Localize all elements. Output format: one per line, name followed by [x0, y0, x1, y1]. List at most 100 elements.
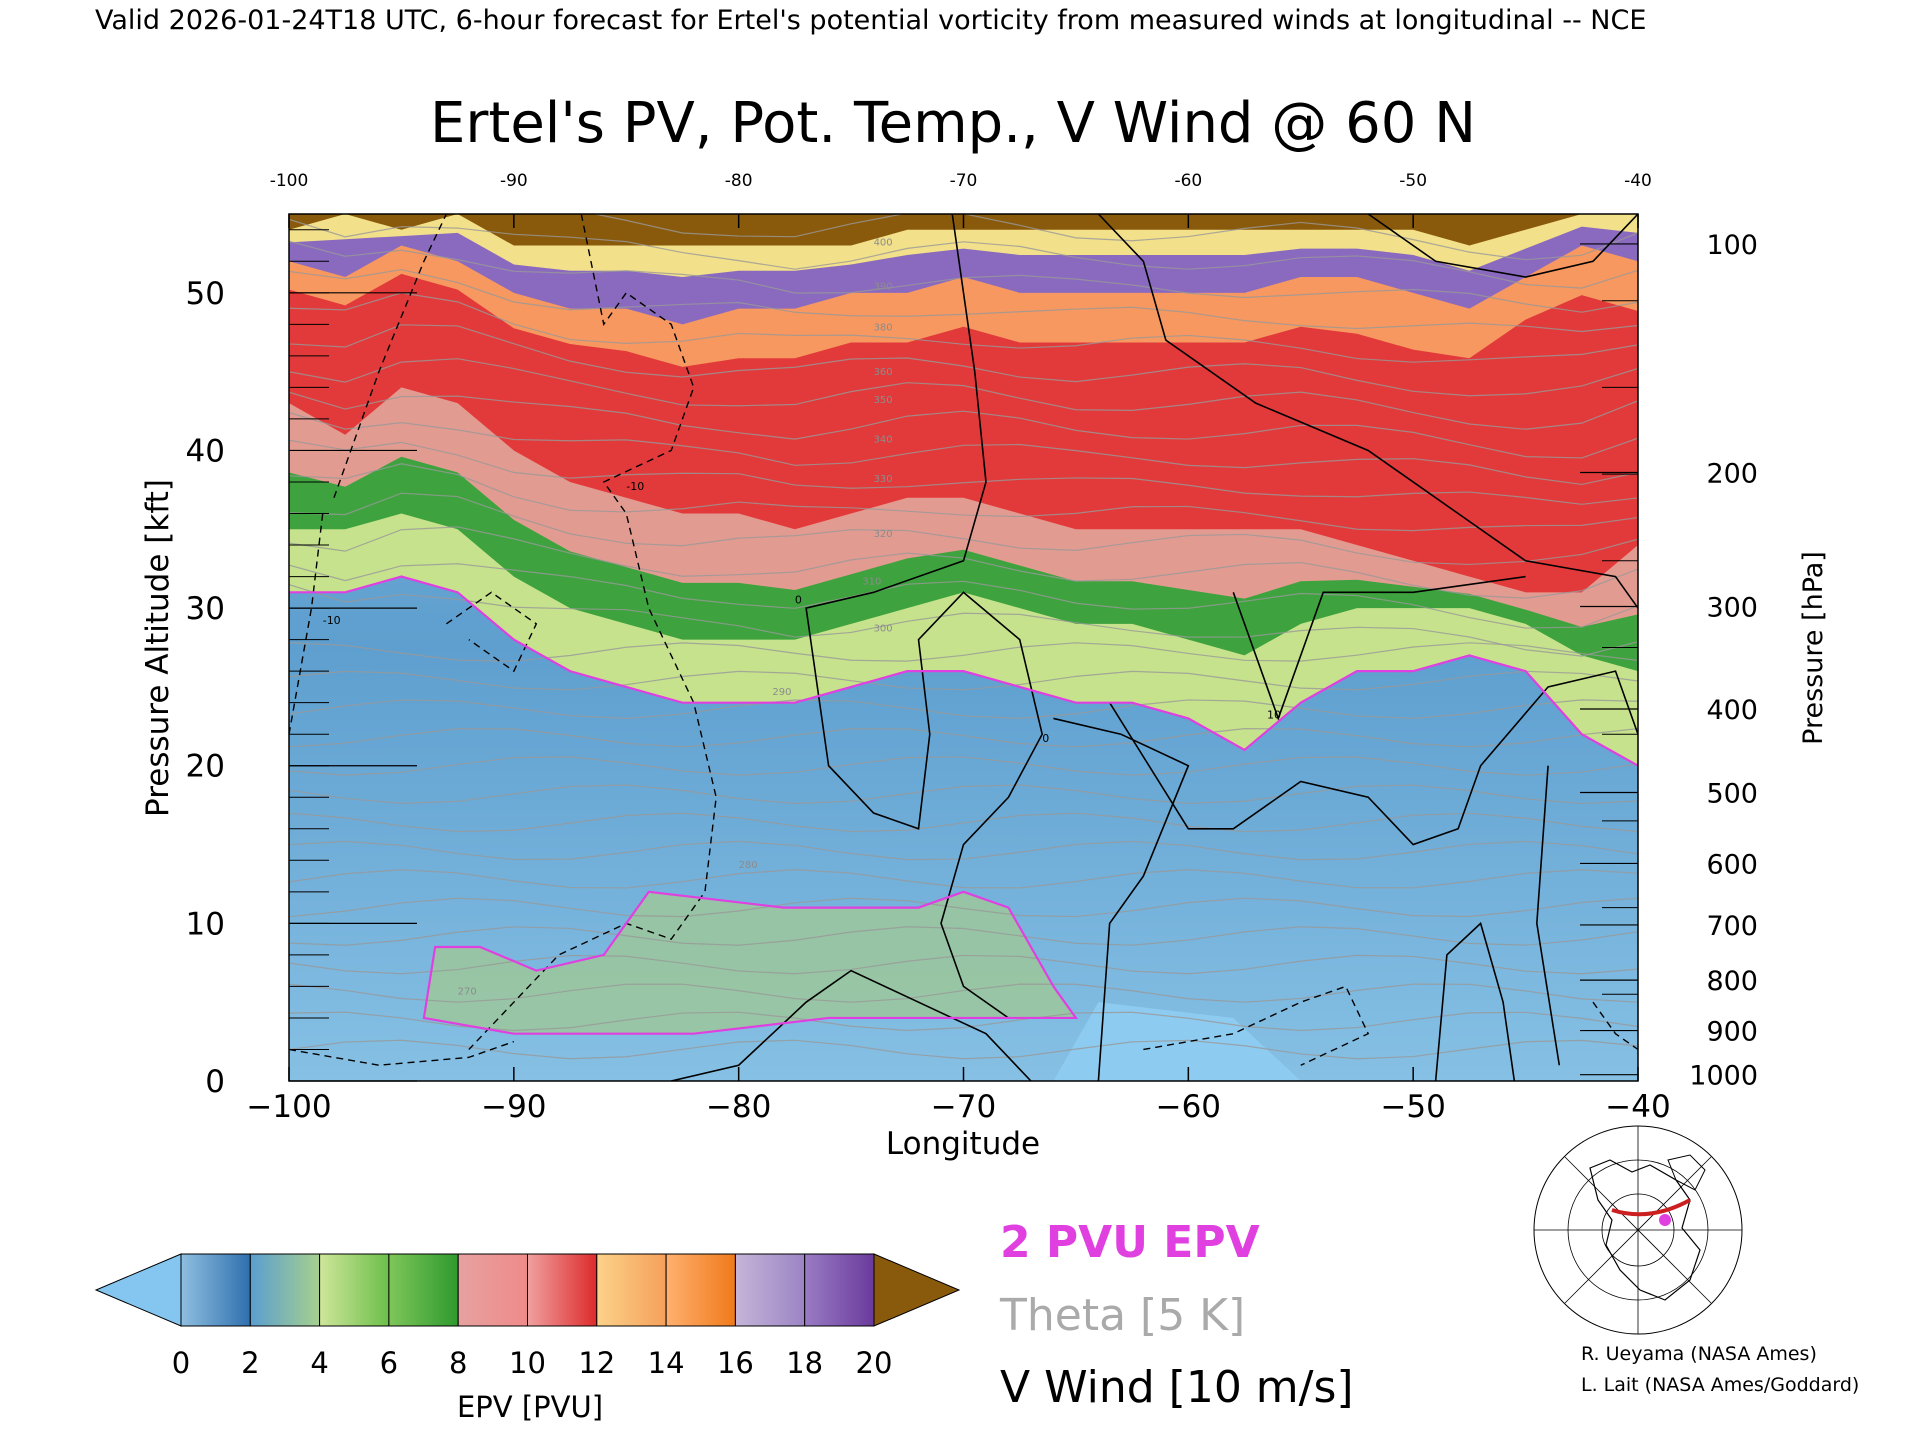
x-tick-label: −90: [481, 1089, 546, 1125]
theta-label: 290: [772, 687, 791, 698]
x-tick-label: −50: [1380, 1089, 1445, 1125]
colorbar-bin: [596, 1253, 667, 1327]
location-inset-map: [1533, 1125, 1743, 1335]
theta-line: [289, 268, 1638, 333]
y-tick-label: 40: [186, 433, 225, 469]
theta-line: [289, 670, 1638, 691]
theta-line: [289, 926, 1638, 946]
colorbar-tick-label: 10: [509, 1346, 546, 1380]
theta-line: [289, 642, 1638, 662]
theta-line: [289, 492, 1638, 566]
theta-line: [289, 756, 1638, 776]
x-tick-label-top: -80: [725, 171, 753, 191]
theta-line: [289, 1039, 1638, 1060]
x-tick-label: −40: [1605, 1089, 1670, 1125]
theta-line: [289, 1011, 1638, 1032]
x-tick-label-top: -90: [500, 171, 528, 191]
theta-label: 360: [874, 367, 893, 378]
theta-label: 280: [739, 860, 758, 871]
legend-wind: V Wind [10 m/s]: [1000, 1362, 1354, 1413]
theta-label: 310: [862, 576, 881, 587]
wind-line-solid: [1108, 670, 1638, 846]
y-axis-label-left: Pressure Altitude [kft]: [140, 479, 176, 817]
theta-label: 320: [874, 529, 893, 540]
wind-line-solid: [1367, 214, 1638, 278]
theta-label: 300: [874, 624, 893, 635]
x-tick-label-top: -70: [950, 171, 978, 191]
y-tick-label: 0: [205, 1064, 225, 1100]
plot-area: 270 280 290 300 310 320 330 340 350 360 380 390 400 4…: [288, 206, 1639, 1082]
theta-label: 340: [874, 435, 893, 446]
y-tick-label: 30: [186, 591, 225, 627]
theta-contours: 270 280 290 300 310 320 330 340 350 360 380 390 400 4…: [289, 206, 1638, 1060]
x-tick-label-top: -60: [1174, 171, 1202, 191]
x-tick-label: −60: [1156, 1089, 1221, 1125]
wind-line-solid: [1232, 575, 1526, 721]
colorbar-tick-label: 6: [380, 1346, 398, 1380]
colorbar-bin: [388, 1253, 459, 1327]
theta-line: [289, 412, 1638, 486]
theta-line: [289, 812, 1638, 833]
colorbar-bin: [804, 1253, 875, 1327]
colorbar-tick-label: 20: [856, 1346, 893, 1380]
theta-line: [289, 391, 1638, 459]
theta-line: [289, 292, 1638, 363]
y-right-tick-label: 600: [1706, 849, 1758, 880]
wind-line-solid: [805, 214, 1044, 1019]
y-right-tick-label: 300: [1706, 593, 1758, 624]
wind-contour-label: 10: [1267, 708, 1281, 721]
y-right-tick-label: 200: [1706, 459, 1758, 490]
credit-line-1: R. Ueyama (NASA Ames): [1581, 1343, 1817, 1365]
colorbar-tick-label: 2: [241, 1346, 259, 1380]
theta-label: 270: [458, 986, 477, 997]
theta-line: [289, 983, 1638, 1003]
colorbar-tick-label: 8: [449, 1346, 467, 1380]
wind-line-dashed: [468, 214, 717, 1050]
theta-line: [289, 563, 1638, 629]
x-tick-label-top: -50: [1399, 171, 1427, 191]
colorbar-bin: [665, 1253, 736, 1327]
axes: −100-100−90-90−80-80−70-70−60-60−50-50−4…: [186, 171, 1758, 1125]
y-right-tick-label: 100: [1706, 230, 1758, 261]
colorbar-bin: [249, 1253, 321, 1327]
theta-line: [289, 358, 1638, 430]
x-tick-label: −100: [246, 1089, 331, 1125]
credit-line-2: L. Lait (NASA Ames/Goddard): [1581, 1374, 1859, 1396]
theta-line: [289, 463, 1638, 532]
theta-line: [591, 214, 1638, 261]
pv2-contours: [289, 575, 1638, 1035]
theta-label: 400: [874, 238, 893, 249]
theta-line: [289, 584, 1638, 657]
wind-line-solid: [1097, 214, 1638, 609]
colorbar-tick-label: 16: [717, 1346, 754, 1380]
y-right-tick-label: 800: [1706, 966, 1758, 997]
wind-contour-label: -10: [626, 480, 644, 493]
colorbar-tick-label: 18: [786, 1346, 823, 1380]
theta-label: 380: [874, 323, 893, 334]
x-tick-label: −70: [931, 1089, 996, 1125]
colorbar-label: EPV [PVU]: [457, 1390, 603, 1424]
x-tick-label: −80: [706, 1089, 771, 1125]
pv-under-zero-patch: [1053, 1002, 1301, 1081]
theta-label: 330: [874, 474, 893, 485]
legend-2pvu: 2 PVU EPV: [1000, 1217, 1260, 1268]
theta-label: 410: [874, 206, 893, 217]
y-right-tick-label: 400: [1706, 695, 1758, 726]
colorbar-bin: [527, 1253, 598, 1327]
wind-line-dashed: [333, 214, 448, 498]
colorbar-bin: [457, 1253, 529, 1327]
x-axis-label: Longitude: [886, 1126, 1040, 1162]
y-right-tick-label: 500: [1706, 779, 1758, 810]
wind-line-dashed: [289, 1040, 515, 1066]
wind-line-dashed: [1143, 985, 1370, 1066]
colorbar-bin: [734, 1253, 806, 1327]
legend-theta: Theta [5 K]: [999, 1290, 1245, 1341]
x-tick-label-top: -100: [270, 171, 309, 191]
pv2-tropopause-line: [289, 575, 1638, 767]
y-tick-label: 50: [186, 276, 225, 312]
wind-line-solid: [671, 969, 1032, 1081]
theta-line: [289, 840, 1638, 861]
colorbar-tick-label: 14: [648, 1346, 685, 1380]
wind-line-dashed: [1592, 1001, 1638, 1051]
theta-label: 350: [874, 395, 893, 406]
